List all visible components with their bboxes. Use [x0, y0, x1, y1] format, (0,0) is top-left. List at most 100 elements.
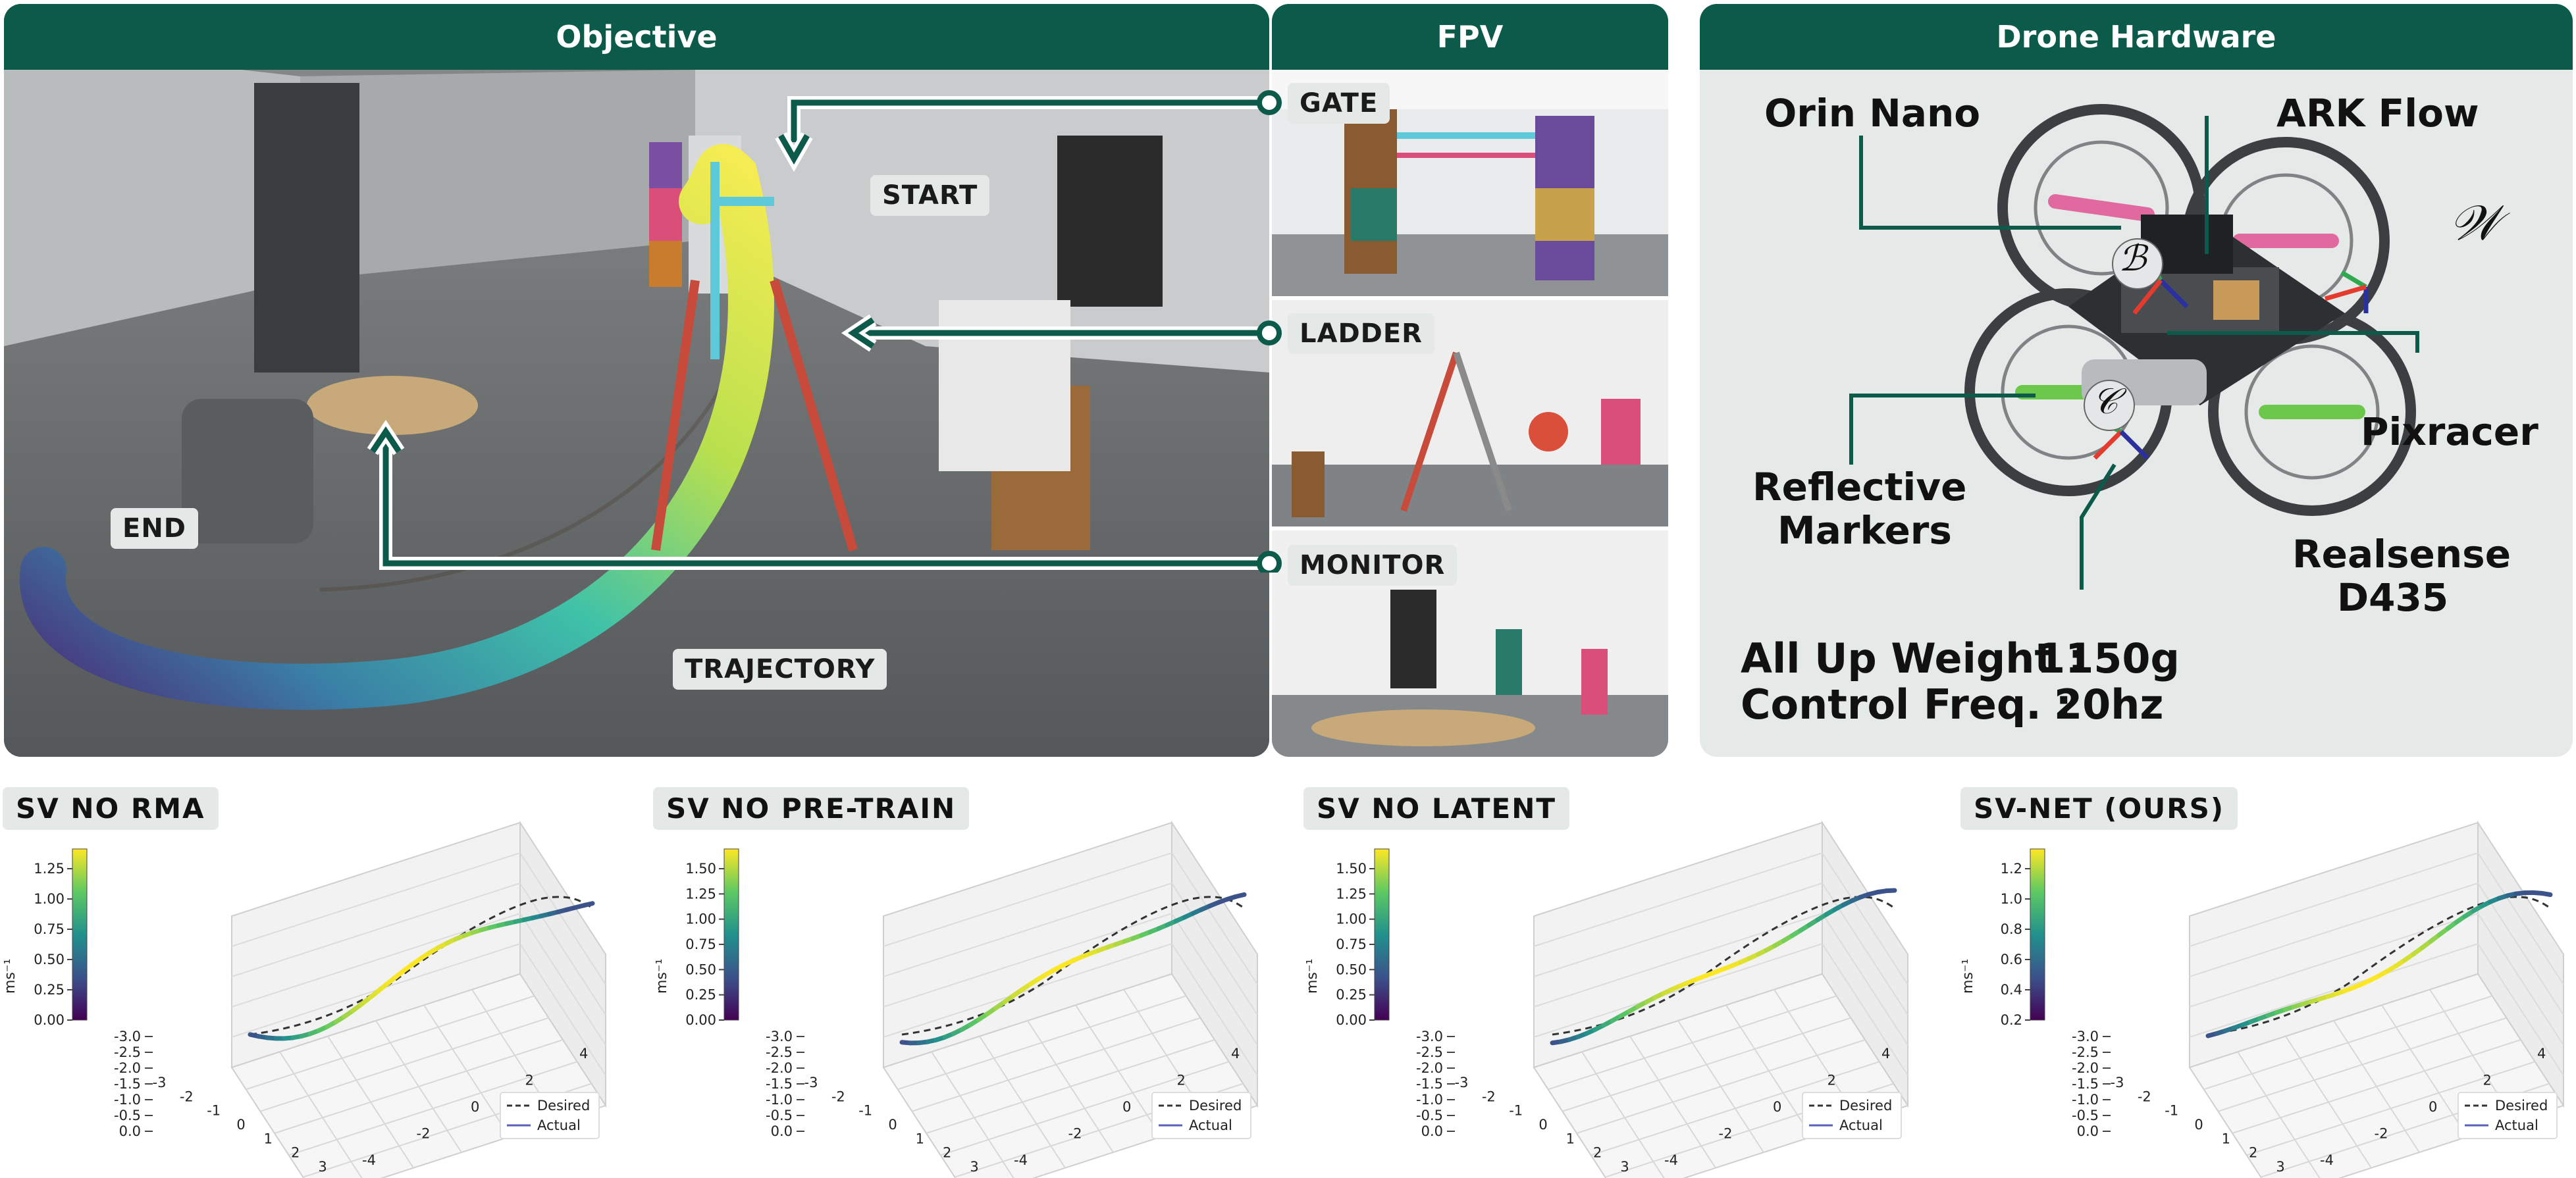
plot-2-z-tick-label: -3.0 — [1416, 1029, 1443, 1044]
plot-0-z-tick-label: -0.5 — [114, 1108, 141, 1123]
fpv-title: FPV — [1272, 4, 1668, 70]
pixracer-label: Pixracer — [2361, 409, 2538, 454]
camera-frame-symbol: 𝒞 — [2092, 380, 2118, 422]
plot-2-colorbar — [1374, 848, 1390, 1021]
body-frame-symbol: ℬ — [2118, 238, 2147, 279]
plot-3-z-tick-label: -2.0 — [2072, 1060, 2099, 1076]
realsense-label-line1: Realsense — [2292, 532, 2511, 576]
plot-3-colorbar — [2030, 848, 2045, 1021]
plot-3-y-tick-label: 2 — [2483, 1073, 2492, 1088]
plot-0-colorbar-tick-label: 0.50 — [34, 952, 65, 967]
trajectory-label: TRAJECTORY — [673, 649, 887, 690]
plot-2-legend-actual-label: Actual — [1839, 1117, 1883, 1133]
plot-1: SV NO PRE-TRAIN -3.0 -2.5 -2.0 -1.5 -1.0 -0.5… — [644, 783, 1288, 1178]
plot-0-wall-grid-right — [519, 883, 606, 1015]
plot-3-y-tick-label: -4 — [2320, 1152, 2334, 1168]
plot-0-x-tick-label: -3 — [153, 1075, 167, 1090]
plot-1-wall-grid-right — [1171, 943, 1258, 1076]
plot-2-z-tick-label: -0.5 — [1416, 1108, 1443, 1123]
plot-1-wall-grid-right — [1171, 913, 1258, 1046]
plot-2-colorbar-tick-label: 0.75 — [1336, 936, 1367, 952]
plot-2-colorbar-tick-label: 1.50 — [1336, 861, 1367, 877]
plot-2-wall-grid-right — [1822, 883, 1908, 1015]
plot-1-x-tick-label: 1 — [916, 1131, 924, 1146]
plot-2: SV NO LATENT -3.0 -2.5 -2.0 -1.5 -1.0 -0.5 0.0… — [1288, 783, 1932, 1178]
plot-2-wall-grid-left — [1533, 852, 1823, 947]
plot-2-wall-grid-right — [1822, 943, 1908, 1076]
plot-1-wall-grid-right — [1171, 883, 1258, 1015]
plot-0-colorbar-label: ms⁻¹ — [2, 959, 18, 994]
plot-1-z-tick-label: -0.5 — [766, 1108, 793, 1123]
plot-2-z-tick-label: -2.5 — [1416, 1044, 1443, 1060]
fpv-connector-dots — [1257, 90, 1282, 573]
plot-0-y-tick-label: 4 — [579, 1046, 588, 1062]
plot-0-actual-path-segment — [581, 901, 595, 908]
plot-2-y-tick-label: -4 — [1664, 1152, 1678, 1168]
plot-0-title: SV NO RMA — [3, 787, 219, 830]
plot-0-wall-grid-right — [519, 852, 606, 985]
plot-0-colorbar-tick-label: 0.00 — [34, 1012, 65, 1028]
fpv-panel: FPV — [1272, 4, 1668, 757]
plot-1-z-tick-label: -1.5 — [766, 1076, 793, 1092]
plot-1-colorbar-tick-label: 1.50 — [685, 861, 716, 877]
plot-2-wall-grid-left — [1533, 883, 1823, 977]
plot-2-z-tick-label: -1.5 — [1416, 1076, 1443, 1092]
plot-1-legend-actual-label: Actual — [1189, 1117, 1232, 1133]
plot-1-legend-box — [1151, 1092, 1251, 1139]
plot-1-x-tick-label: 2 — [943, 1145, 951, 1161]
plot-0-y-tick-label: 2 — [525, 1073, 534, 1088]
freq-spec-value: 20hz — [2054, 680, 2164, 729]
plot-2-y-tick-label: 4 — [1881, 1046, 1890, 1062]
plot-1-z-tick-label: -3.0 — [766, 1029, 793, 1044]
plot-1-actual-path-segment — [1233, 892, 1247, 900]
plot-0-x-tick-label: 3 — [318, 1159, 327, 1175]
plot-3-colorbar-tick-label: 1.0 — [2001, 891, 2022, 907]
plot-2-wall-grid-left — [1533, 943, 1823, 1038]
plot-2-x-tick-label: -2 — [1482, 1088, 1496, 1104]
plot-2-z-tick-label: 0.0 — [1421, 1123, 1443, 1139]
plot-1-wall-grid-left — [883, 852, 1172, 947]
plot-0-x-tick-label: 2 — [291, 1145, 300, 1161]
plot-1-colorbar-tick-label: 0.50 — [685, 961, 716, 977]
plot-0-y-tick-label: 0 — [471, 1099, 479, 1115]
plot-3-colorbar-tick-label: 0.2 — [2001, 1012, 2022, 1028]
plot-1-colorbar-tick-label: 0.25 — [685, 987, 716, 1003]
plot-3-y-tick-label: 4 — [2537, 1046, 2546, 1062]
plot-0-wall-grid-right — [519, 943, 606, 1076]
plot-1-y-tick-label: -2 — [1068, 1126, 1082, 1142]
plot-3-x-tick-label: -3 — [2111, 1075, 2124, 1090]
plot-0-colorbar-tick-label: 1.00 — [34, 891, 65, 907]
plot-2-x-tick-label: 0 — [1538, 1117, 1547, 1133]
plot-0-colorbar-tick-label: 1.25 — [34, 861, 65, 877]
plot-1-x-tick-label: -1 — [858, 1103, 872, 1119]
plot-1-z-tick-label: -1.0 — [766, 1092, 793, 1108]
plot-0-z-tick-label: -1.0 — [114, 1092, 141, 1108]
hardware-panel: Drone Hardware — [1700, 4, 2573, 757]
plot-3-z-tick-label: 0.0 — [2077, 1123, 2099, 1139]
plot-2-legend-desired-label: Desired — [1839, 1098, 1892, 1114]
plot-0-z-tick-label: -3.0 — [114, 1029, 141, 1044]
plot-2-y-tick-label: -2 — [1719, 1126, 1733, 1142]
plot-0-y-tick-label: -2 — [417, 1126, 431, 1142]
plot-0-x-tick-label: -1 — [207, 1103, 221, 1119]
plot-3-colorbar-tick-label: 1.2 — [2001, 861, 2022, 877]
plot-0-y-tick-label: -4 — [362, 1152, 376, 1168]
plot-1-z-tick-label: -2.5 — [766, 1044, 793, 1060]
fpv-divider-2 — [1272, 526, 1668, 530]
plot-3-y-tick-label: 0 — [2429, 1099, 2437, 1115]
plot-2-z-tick-label: -2.0 — [1416, 1060, 1443, 1076]
plot-1-desired-path — [901, 896, 1245, 1036]
plot-1-colorbar-tick-label: 0.75 — [685, 936, 716, 952]
plot-1-y-tick-label: 4 — [1231, 1046, 1240, 1062]
plot-1-x-tick-label: -2 — [831, 1088, 845, 1104]
plot-0-legend-desired-label: Desired — [537, 1098, 590, 1114]
reflective-markers-label-line1: Reflective — [1752, 465, 1967, 509]
plot-0-colorbar — [72, 848, 88, 1021]
plot-2-colorbar-tick-label: 0.50 — [1336, 961, 1367, 977]
plot-1-wall-grid-left — [883, 883, 1172, 977]
plot-3: SV-NET (OURS) -3.0 -2.5 -2.0 -1.5 -1.0 -0.5 0.… — [1932, 783, 2576, 1178]
plot-1-wall-grid-left — [883, 943, 1172, 1038]
plot-0-legend-box — [500, 1092, 600, 1139]
plot-3-x-tick-label: -2 — [2138, 1088, 2151, 1104]
plot-0-x-tick-label: 1 — [264, 1131, 273, 1146]
